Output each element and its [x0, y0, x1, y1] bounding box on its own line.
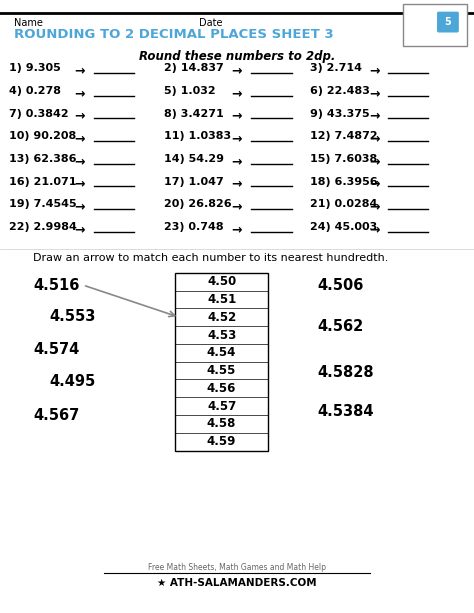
Text: →: → [74, 178, 85, 191]
Text: 16) 21.071: 16) 21.071 [9, 177, 77, 186]
Text: 4.574: 4.574 [33, 342, 80, 357]
Text: →: → [74, 132, 85, 145]
Text: →: → [369, 132, 380, 145]
Text: ★ ATH-SALAMANDERS.COM: ★ ATH-SALAMANDERS.COM [157, 578, 317, 588]
Text: Date: Date [199, 18, 223, 28]
Text: 4.55: 4.55 [207, 364, 236, 377]
Text: 4.54: 4.54 [207, 346, 236, 359]
Text: 8) 3.4271: 8) 3.4271 [164, 109, 223, 118]
Text: 3) 2.714: 3) 2.714 [310, 63, 363, 73]
Text: 22) 2.9984: 22) 2.9984 [9, 222, 77, 232]
Text: 4.506: 4.506 [318, 278, 364, 292]
Text: 4.53: 4.53 [207, 329, 236, 341]
Text: →: → [232, 132, 242, 145]
Text: 4.516: 4.516 [33, 278, 80, 292]
Text: →: → [232, 64, 242, 77]
Text: →: → [369, 87, 380, 100]
Text: Name: Name [14, 18, 43, 28]
Text: →: → [232, 200, 242, 213]
Text: 21) 0.0284: 21) 0.0284 [310, 199, 378, 209]
Text: 4.495: 4.495 [50, 374, 96, 389]
Text: 10) 90.208: 10) 90.208 [9, 131, 77, 141]
Text: 4.50: 4.50 [207, 275, 236, 288]
Text: →: → [74, 155, 85, 168]
Text: 4.58: 4.58 [207, 417, 236, 430]
Text: 17) 1.047: 17) 1.047 [164, 177, 223, 186]
Text: 4.56: 4.56 [207, 382, 236, 395]
Text: 4.59: 4.59 [207, 435, 236, 448]
Text: →: → [369, 155, 380, 168]
Bar [175, 273, 268, 451]
Text: →: → [232, 155, 242, 168]
Text: →: → [369, 110, 380, 123]
Text: 23) 0.748: 23) 0.748 [164, 222, 223, 232]
Text: →: → [369, 178, 380, 191]
Text: →: → [74, 110, 85, 123]
Text: 19) 7.4545: 19) 7.4545 [9, 199, 77, 209]
Text: →: → [232, 110, 242, 123]
Text: 5) 1.032: 5) 1.032 [164, 86, 215, 96]
Text: →: → [74, 87, 85, 100]
Text: →: → [369, 200, 380, 213]
Text: 9) 43.375: 9) 43.375 [310, 109, 370, 118]
Text: ROUNDING TO 2 DECIMAL PLACES SHEET 3: ROUNDING TO 2 DECIMAL PLACES SHEET 3 [14, 28, 334, 40]
Text: 4.562: 4.562 [318, 319, 364, 333]
Text: 4.51: 4.51 [207, 293, 236, 306]
Text: 4.5828: 4.5828 [318, 365, 374, 379]
Text: 4.567: 4.567 [33, 408, 80, 423]
Text: →: → [232, 178, 242, 191]
Text: →: → [74, 64, 85, 77]
Text: 24) 45.003: 24) 45.003 [310, 222, 378, 232]
Text: 4.57: 4.57 [207, 400, 236, 413]
Text: 4.5384: 4.5384 [318, 405, 374, 419]
Text: →: → [74, 223, 85, 236]
Text: Free Math Sheets, Math Games and Math Help: Free Math Sheets, Math Games and Math He… [148, 563, 326, 572]
Text: 2) 14.837: 2) 14.837 [164, 63, 223, 73]
Text: →: → [74, 200, 85, 213]
Text: 15) 7.6038: 15) 7.6038 [310, 154, 378, 164]
FancyBboxPatch shape [437, 12, 459, 32]
Text: 14) 54.29: 14) 54.29 [164, 154, 224, 164]
Text: 13) 62.386: 13) 62.386 [9, 154, 77, 164]
Text: 20) 26.826: 20) 26.826 [164, 199, 231, 209]
Text: →: → [369, 223, 380, 236]
Text: 18) 6.3956: 18) 6.3956 [310, 177, 378, 186]
Text: 1) 9.305: 1) 9.305 [9, 63, 61, 73]
Text: 4.553: 4.553 [50, 309, 96, 324]
Text: →: → [232, 87, 242, 100]
Text: 6) 22.483: 6) 22.483 [310, 86, 370, 96]
Text: 7) 0.3842: 7) 0.3842 [9, 109, 69, 118]
Text: 12) 7.4872: 12) 7.4872 [310, 131, 378, 141]
Text: 5: 5 [445, 17, 451, 27]
Text: →: → [232, 223, 242, 236]
Text: →: → [369, 64, 380, 77]
Text: 4) 0.278: 4) 0.278 [9, 86, 62, 96]
Text: 4.52: 4.52 [207, 311, 236, 324]
Text: Draw an arrow to match each number to its nearest hundredth.: Draw an arrow to match each number to it… [33, 253, 389, 262]
Text: 11) 1.0383: 11) 1.0383 [164, 131, 231, 141]
Text: Round these numbers to 2dp.: Round these numbers to 2dp. [139, 50, 335, 63]
FancyBboxPatch shape [403, 4, 467, 46]
